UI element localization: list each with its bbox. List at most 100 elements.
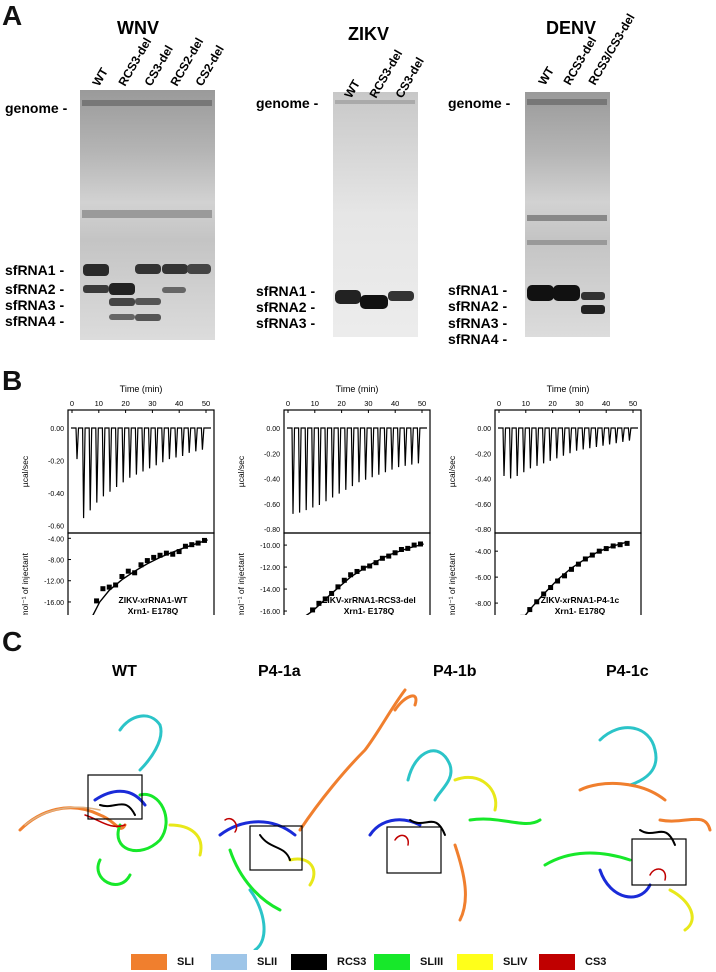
itc-top-tick-label: 50 xyxy=(418,399,426,408)
itc-data-point xyxy=(201,537,207,543)
legend-item-sliv: SLIV xyxy=(457,954,527,970)
gel-title-wnv: WNV xyxy=(117,18,159,38)
itc-raw-trace xyxy=(287,427,427,514)
gel-panel-a: WNV WT RCS3-del CS3-del RCS2-del CS2-del… xyxy=(5,11,638,347)
itc-y2-tick-label: -6.00 xyxy=(475,575,491,582)
gel-bands-denv xyxy=(527,99,607,314)
rna-model-p4-1b xyxy=(368,749,542,922)
itc-top-axis-label: Time (min) xyxy=(120,384,163,394)
itc-top-tick-label: 10 xyxy=(522,399,530,408)
legend-swatch xyxy=(374,954,410,970)
legend-label: SLIV xyxy=(503,956,528,968)
itc-data-point xyxy=(582,556,588,562)
legend-item-rcs3: RCS3 xyxy=(291,954,366,970)
itc-top-tick-label: 10 xyxy=(95,399,103,408)
itc-raw-trace xyxy=(71,427,211,519)
itc-y1-label: µcal/sec xyxy=(447,455,457,487)
itc-y1-tick-label: -0.60 xyxy=(48,524,64,531)
itc-y1-tick-label: -0.60 xyxy=(475,502,491,509)
itc-data-point xyxy=(405,545,411,551)
itc-top-tick-label: 40 xyxy=(175,399,183,408)
itc-fit-frame xyxy=(67,532,215,615)
legend-swatch xyxy=(131,954,167,970)
marker-label: sfRNA2 - xyxy=(5,281,64,297)
itc-y1-tick-label: -0.60 xyxy=(264,502,280,509)
itc-y1-tick-label: 0.00 xyxy=(50,426,64,433)
gel-bands-wnv xyxy=(82,100,212,321)
lane-label: WT xyxy=(89,65,111,89)
itc-data-point xyxy=(417,541,423,547)
itc-annotation: ZIKV-xrRNA1-RCS3-del xyxy=(322,595,416,605)
legend-item-cs3: CS3 xyxy=(539,954,606,970)
itc-data-point xyxy=(189,542,195,548)
itc-data-point xyxy=(335,584,341,590)
legend-swatch xyxy=(291,954,327,970)
itc-y1-tick-label: -0.80 xyxy=(264,527,280,534)
itc-top-tick-label: 0 xyxy=(497,399,501,408)
legend-label: SLIII xyxy=(420,956,444,968)
itc-top-tick-label: 10 xyxy=(311,399,319,408)
itc-data-point xyxy=(106,584,112,590)
legend-swatch xyxy=(539,954,575,970)
itc-raw-trace xyxy=(498,427,638,479)
itc-fit-frame xyxy=(283,532,431,615)
itc-data-point xyxy=(603,546,609,552)
legend-label: SLI xyxy=(177,956,195,968)
itc-y2-tick-label: -12.00 xyxy=(44,579,64,586)
itc-data-point xyxy=(610,543,616,549)
structure-panel-c: WT P4-1a P4-1b P4-1c xyxy=(18,663,712,950)
itc-data-point xyxy=(195,540,201,546)
itc-y1-label: µcal/sec xyxy=(20,455,30,487)
itc-data-point xyxy=(379,555,385,561)
itc-data-point xyxy=(182,543,188,549)
itc-data-point xyxy=(386,553,392,559)
itc-top-tick-label: 0 xyxy=(70,399,74,408)
itc-data-point xyxy=(617,542,623,548)
marker-label: sfRNA1 - xyxy=(256,283,315,299)
itc-data-point xyxy=(119,573,125,579)
structure-title: WT xyxy=(112,663,137,680)
itc-annotation: ZIKV-xrRNA1-WT xyxy=(119,595,189,605)
itc-annotation: Xrn1- E178Q xyxy=(344,606,395,615)
itc-y2-label: kcal mol⁻¹ of injectant xyxy=(236,552,246,615)
itc-data-point xyxy=(568,566,574,572)
itc-data-point xyxy=(322,596,328,602)
itc-data-point xyxy=(354,568,360,574)
marker-label: sfRNA3 - xyxy=(256,315,315,331)
marker-label: sfRNA4 - xyxy=(5,313,64,329)
itc-y2-tick-label: -4.00 xyxy=(48,536,64,543)
itc-data-point xyxy=(341,577,347,583)
rna-model-wt xyxy=(18,714,203,886)
itc-top-tick-label: 20 xyxy=(548,399,556,408)
structure-legend: SLI SLII RCS3 SLIII SLIV CS3 xyxy=(0,952,716,972)
itc-y2-tick-label: -8.00 xyxy=(475,601,491,608)
gel-title-zikv: ZIKV xyxy=(348,24,389,44)
legend-label: RCS3 xyxy=(337,956,367,968)
itc-top-tick-label: 30 xyxy=(364,399,372,408)
itc-y2-tick-label: -4.00 xyxy=(475,549,491,556)
itc-data-point xyxy=(113,582,119,588)
itc-data-point xyxy=(138,562,144,568)
itc-top-tick-label: 40 xyxy=(602,399,610,408)
itc-annotation: Xrn1- E178Q xyxy=(128,606,179,615)
itc-data-point xyxy=(170,551,176,557)
itc-y2-tick-label: -14.00 xyxy=(260,587,280,594)
itc-y1-tick-label: -0.80 xyxy=(475,527,491,534)
legend-swatch xyxy=(211,954,247,970)
itc-data-point xyxy=(596,548,602,554)
itc-top-tick-label: 40 xyxy=(391,399,399,408)
itc-data-point xyxy=(548,585,554,591)
marker-label: sfRNA2 - xyxy=(448,298,507,314)
itc-data-point xyxy=(94,598,100,604)
itc-y2-tick-label: -16.00 xyxy=(44,600,64,607)
legend-item-sli: SLI xyxy=(131,954,194,970)
itc-y1-tick-label: -0.40 xyxy=(475,477,491,484)
itc-data-point xyxy=(144,558,150,564)
panel-letter-b: B xyxy=(2,365,23,396)
itc-data-point xyxy=(157,552,163,558)
itc-top-axis-label: Time (min) xyxy=(547,384,590,394)
itc-top-tick-label: 0 xyxy=(286,399,290,408)
itc-y2-label: kcal mol⁻¹ of injectant xyxy=(20,552,30,615)
marker-label: genome - xyxy=(256,95,319,111)
gel-title-denv: DENV xyxy=(546,18,596,38)
